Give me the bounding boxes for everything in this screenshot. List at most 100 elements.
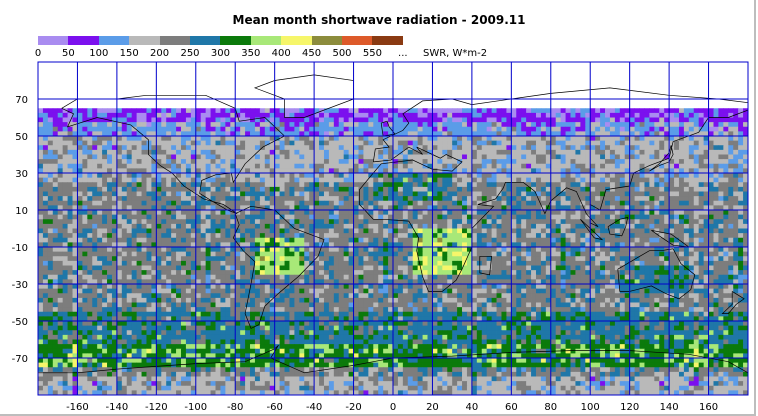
heatmap-cell	[136, 182, 142, 188]
heatmap-cell	[250, 112, 256, 118]
heatmap-cell	[343, 177, 350, 183]
heatmap-cell	[151, 173, 157, 179]
heatmap-cell	[289, 205, 295, 211]
heatmap-cell	[67, 126, 73, 132]
heatmap-cell	[126, 159, 133, 165]
heatmap-cell	[309, 62, 315, 68]
heatmap-cell	[619, 112, 626, 118]
heatmap-cell	[659, 99, 665, 105]
heatmap-cell	[220, 177, 226, 183]
heatmap-cell	[412, 145, 419, 151]
heatmap-cell	[614, 62, 621, 68]
heatmap-cell	[363, 126, 369, 132]
heatmap-cell	[723, 210, 729, 216]
heatmap-cell	[521, 122, 527, 128]
heatmap-cell	[402, 173, 409, 179]
heatmap-cell	[575, 163, 581, 169]
heatmap-cell	[619, 210, 626, 216]
heatmap-cell	[353, 210, 359, 216]
heatmap-cell	[166, 159, 172, 165]
heatmap-cell	[264, 154, 271, 160]
heatmap-cell	[279, 186, 285, 192]
heatmap-cell	[264, 214, 271, 220]
heatmap-cell	[343, 108, 350, 114]
heatmap-cell	[264, 191, 271, 197]
heatmap-cell	[107, 205, 113, 211]
heatmap-cell	[540, 80, 547, 86]
heatmap-cell	[501, 66, 507, 72]
heatmap-cell	[511, 66, 517, 72]
heatmap-cell	[654, 85, 660, 91]
heatmap-cell	[501, 117, 507, 123]
heatmap-cell	[304, 196, 310, 202]
heatmap-cell	[664, 182, 670, 188]
heatmap-cell	[605, 62, 611, 68]
heatmap-cell	[259, 126, 266, 132]
heatmap-cell	[683, 71, 690, 77]
heatmap-cell	[698, 163, 705, 169]
heatmap-cell	[264, 94, 271, 100]
heatmap-cell	[116, 163, 123, 169]
heatmap-cell	[269, 186, 276, 192]
heatmap-cell	[240, 75, 246, 81]
heatmap-cell	[565, 145, 571, 151]
heatmap-cell	[264, 145, 271, 151]
heatmap-cell	[166, 136, 172, 142]
heatmap-cell	[535, 163, 542, 169]
heatmap-cell	[161, 205, 167, 211]
heatmap-cell	[240, 89, 246, 95]
heatmap-cell	[624, 145, 631, 151]
heatmap-cell	[600, 62, 606, 68]
heatmap-cell	[289, 85, 295, 91]
heatmap-cell	[161, 186, 167, 192]
heatmap-cell	[180, 140, 187, 146]
heatmap-cell	[47, 168, 54, 174]
heatmap-cell	[259, 108, 266, 114]
heatmap-cell	[728, 205, 734, 211]
heatmap-cell	[521, 214, 527, 220]
heatmap-cell	[146, 140, 152, 146]
heatmap-cell	[570, 112, 576, 118]
heatmap-cell	[614, 200, 621, 206]
heatmap-cell	[600, 196, 606, 202]
heatmap-cell	[605, 149, 611, 155]
heatmap-cell	[708, 71, 714, 77]
heatmap-cell	[269, 173, 276, 179]
heatmap-cell	[526, 122, 532, 128]
heatmap-cell	[215, 140, 221, 146]
heatmap-cell	[427, 177, 433, 183]
heatmap-cell	[323, 205, 330, 211]
heatmap-cell	[230, 85, 236, 91]
heatmap-cell	[358, 145, 364, 151]
heatmap-cell	[417, 163, 423, 169]
heatmap-cell	[176, 71, 182, 77]
heatmap-cell	[77, 177, 83, 183]
heatmap-cell	[407, 196, 414, 202]
heatmap-cell	[166, 80, 172, 86]
heatmap-cell	[614, 103, 621, 109]
heatmap-cell	[550, 136, 557, 142]
heatmap-cell	[555, 71, 562, 77]
heatmap-cell	[476, 99, 483, 105]
heatmap-cell	[486, 145, 493, 151]
heatmap-cell	[245, 75, 251, 81]
heatmap-cell	[294, 89, 300, 95]
heatmap-cell	[314, 163, 320, 169]
heatmap-cell	[683, 85, 690, 91]
heatmap-cell	[38, 99, 44, 105]
heatmap-cell	[678, 112, 685, 118]
heatmap-cell	[639, 62, 645, 68]
heatmap-cell	[156, 89, 162, 95]
heatmap-cell	[102, 145, 108, 151]
heatmap-cell	[156, 108, 162, 114]
heatmap-cell	[412, 80, 419, 86]
heatmap-cell	[486, 186, 493, 192]
heatmap-cell	[304, 173, 310, 179]
heatmap-cell	[669, 173, 675, 179]
heatmap-cell	[678, 126, 685, 132]
heatmap-cell	[343, 136, 350, 142]
heatmap-cell	[304, 159, 310, 165]
heatmap-cell	[343, 103, 350, 109]
heatmap-cell	[230, 205, 236, 211]
heatmap-cell	[595, 85, 601, 91]
